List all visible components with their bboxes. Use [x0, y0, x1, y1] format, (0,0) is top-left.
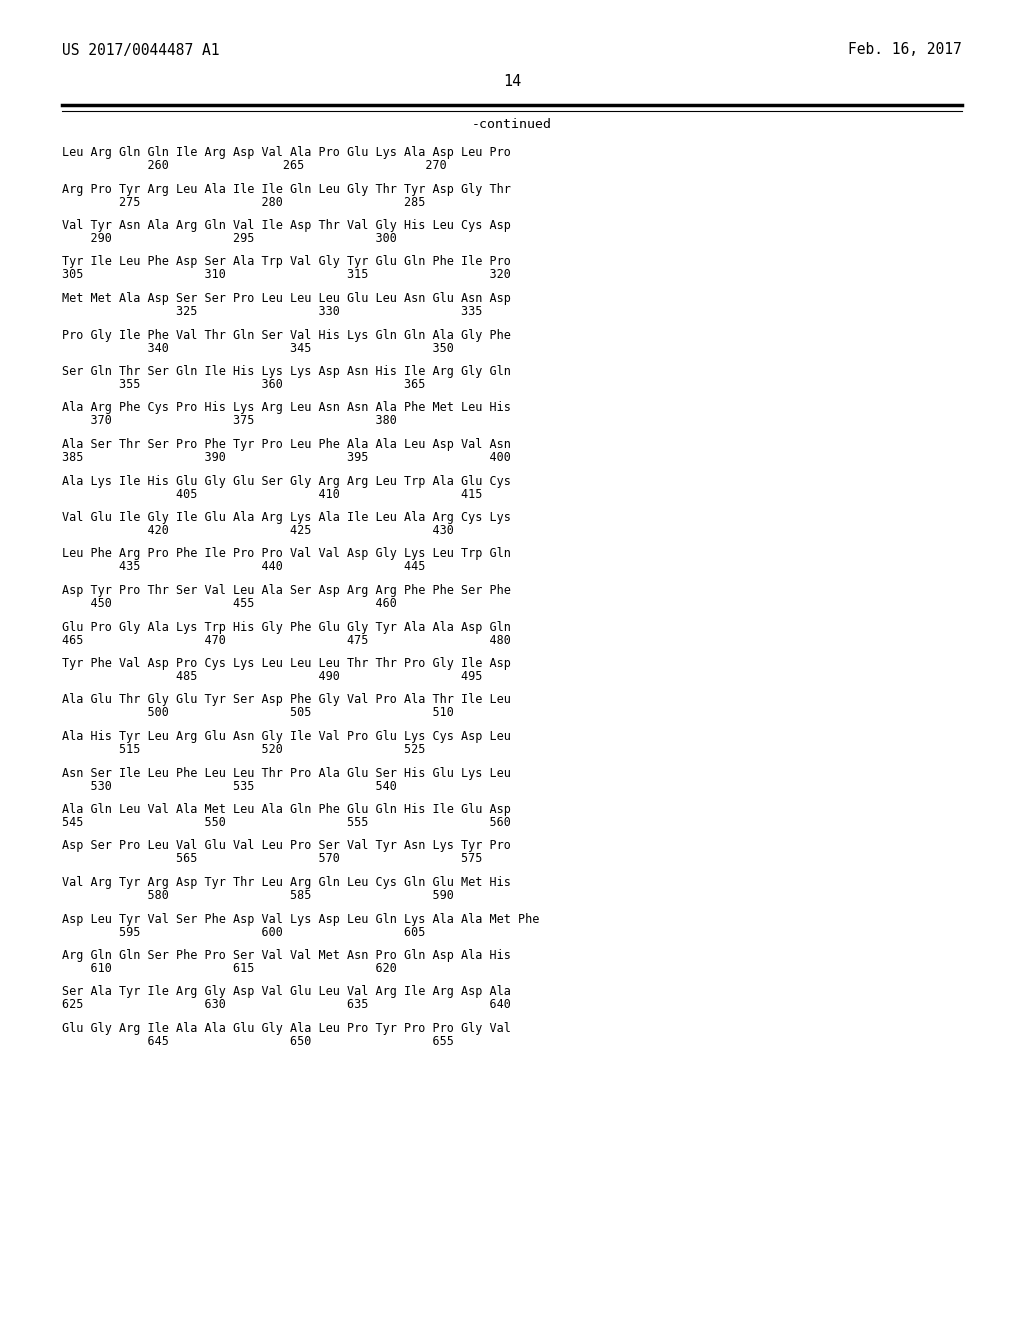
Text: -continued: -continued [472, 117, 552, 131]
Text: 370                 375                 380: 370 375 380 [62, 414, 397, 428]
Text: 515                 520                 525: 515 520 525 [62, 743, 425, 756]
Text: 595                 600                 605: 595 600 605 [62, 925, 425, 939]
Text: 325                 330                 335: 325 330 335 [62, 305, 482, 318]
Text: 260                265                 270: 260 265 270 [62, 158, 446, 172]
Text: 355                 360                 365: 355 360 365 [62, 378, 425, 391]
Text: Ala Gln Leu Val Ala Met Leu Ala Gln Phe Glu Gln His Ile Glu Asp: Ala Gln Leu Val Ala Met Leu Ala Gln Phe … [62, 803, 511, 816]
Text: Glu Gly Arg Ile Ala Ala Glu Gly Ala Leu Pro Tyr Pro Pro Gly Val: Glu Gly Arg Ile Ala Ala Glu Gly Ala Leu … [62, 1022, 511, 1035]
Text: 530                 535                 540: 530 535 540 [62, 780, 397, 792]
Text: Val Arg Tyr Arg Asp Tyr Thr Leu Arg Gln Leu Cys Gln Glu Met His: Val Arg Tyr Arg Asp Tyr Thr Leu Arg Gln … [62, 876, 511, 888]
Text: 545                 550                 555                 560: 545 550 555 560 [62, 816, 511, 829]
Text: 385                 390                 395                 400: 385 390 395 400 [62, 451, 511, 465]
Text: Asp Tyr Pro Thr Ser Val Leu Ala Ser Asp Arg Arg Phe Phe Ser Phe: Asp Tyr Pro Thr Ser Val Leu Ala Ser Asp … [62, 583, 511, 597]
Text: Val Tyr Asn Ala Arg Gln Val Ile Asp Thr Val Gly His Leu Cys Asp: Val Tyr Asn Ala Arg Gln Val Ile Asp Thr … [62, 219, 511, 232]
Text: 625                 630                 635                 640: 625 630 635 640 [62, 998, 511, 1011]
Text: Met Met Ala Asp Ser Ser Pro Leu Leu Leu Glu Leu Asn Glu Asn Asp: Met Met Ala Asp Ser Ser Pro Leu Leu Leu … [62, 292, 511, 305]
Text: 275                 280                 285: 275 280 285 [62, 195, 425, 209]
Text: 565                 570                 575: 565 570 575 [62, 853, 482, 866]
Text: 14: 14 [503, 74, 521, 90]
Text: Ala Lys Ile His Glu Gly Glu Ser Gly Arg Arg Leu Trp Ala Glu Cys: Ala Lys Ile His Glu Gly Glu Ser Gly Arg … [62, 474, 511, 487]
Text: Ala Ser Thr Ser Pro Phe Tyr Pro Leu Phe Ala Ala Leu Asp Val Asn: Ala Ser Thr Ser Pro Phe Tyr Pro Leu Phe … [62, 438, 511, 451]
Text: Pro Gly Ile Phe Val Thr Gln Ser Val His Lys Gln Gln Ala Gly Phe: Pro Gly Ile Phe Val Thr Gln Ser Val His … [62, 329, 511, 342]
Text: Arg Pro Tyr Arg Leu Ala Ile Ile Gln Leu Gly Thr Tyr Asp Gly Thr: Arg Pro Tyr Arg Leu Ala Ile Ile Gln Leu … [62, 182, 511, 195]
Text: Feb. 16, 2017: Feb. 16, 2017 [848, 42, 962, 58]
Text: 405                 410                 415: 405 410 415 [62, 487, 482, 500]
Text: 435                 440                 445: 435 440 445 [62, 561, 425, 573]
Text: 500                 505                 510: 500 505 510 [62, 706, 454, 719]
Text: Leu Phe Arg Pro Phe Ile Pro Pro Val Val Asp Gly Lys Leu Trp Gln: Leu Phe Arg Pro Phe Ile Pro Pro Val Val … [62, 548, 511, 561]
Text: 465                 470                 475                 480: 465 470 475 480 [62, 634, 511, 647]
Text: 610                 615                 620: 610 615 620 [62, 962, 397, 975]
Text: Val Glu Ile Gly Ile Glu Ala Arg Lys Ala Ile Leu Ala Arg Cys Lys: Val Glu Ile Gly Ile Glu Ala Arg Lys Ala … [62, 511, 511, 524]
Text: 645                 650                 655: 645 650 655 [62, 1035, 454, 1048]
Text: Asp Ser Pro Leu Val Glu Val Leu Pro Ser Val Tyr Asn Lys Tyr Pro: Asp Ser Pro Leu Val Glu Val Leu Pro Ser … [62, 840, 511, 853]
Text: Ser Gln Thr Ser Gln Ile His Lys Lys Asp Asn His Ile Arg Gly Gln: Ser Gln Thr Ser Gln Ile His Lys Lys Asp … [62, 366, 511, 378]
Text: 450                 455                 460: 450 455 460 [62, 597, 397, 610]
Text: Tyr Phe Val Asp Pro Cys Lys Leu Leu Leu Thr Thr Pro Gly Ile Asp: Tyr Phe Val Asp Pro Cys Lys Leu Leu Leu … [62, 657, 511, 671]
Text: Ala His Tyr Leu Arg Glu Asn Gly Ile Val Pro Glu Lys Cys Asp Leu: Ala His Tyr Leu Arg Glu Asn Gly Ile Val … [62, 730, 511, 743]
Text: Ala Glu Thr Gly Glu Tyr Ser Asp Phe Gly Val Pro Ala Thr Ile Leu: Ala Glu Thr Gly Glu Tyr Ser Asp Phe Gly … [62, 693, 511, 706]
Text: Ala Arg Phe Cys Pro His Lys Arg Leu Asn Asn Ala Phe Met Leu His: Ala Arg Phe Cys Pro His Lys Arg Leu Asn … [62, 401, 511, 414]
Text: 290                 295                 300: 290 295 300 [62, 232, 397, 246]
Text: 420                 425                 430: 420 425 430 [62, 524, 454, 537]
Text: Tyr Ile Leu Phe Asp Ser Ala Trp Val Gly Tyr Glu Gln Phe Ile Pro: Tyr Ile Leu Phe Asp Ser Ala Trp Val Gly … [62, 256, 511, 268]
Text: 580                 585                 590: 580 585 590 [62, 888, 454, 902]
Text: Arg Gln Gln Ser Phe Pro Ser Val Val Met Asn Pro Gln Asp Ala His: Arg Gln Gln Ser Phe Pro Ser Val Val Met … [62, 949, 511, 962]
Text: Glu Pro Gly Ala Lys Trp His Gly Phe Glu Gly Tyr Ala Ala Asp Gln: Glu Pro Gly Ala Lys Trp His Gly Phe Glu … [62, 620, 511, 634]
Text: Asn Ser Ile Leu Phe Leu Leu Thr Pro Ala Glu Ser His Glu Lys Leu: Asn Ser Ile Leu Phe Leu Leu Thr Pro Ala … [62, 767, 511, 780]
Text: Asp Leu Tyr Val Ser Phe Asp Val Lys Asp Leu Gln Lys Ala Ala Met Phe: Asp Leu Tyr Val Ser Phe Asp Val Lys Asp … [62, 912, 540, 925]
Text: US 2017/0044487 A1: US 2017/0044487 A1 [62, 42, 219, 58]
Text: Ser Ala Tyr Ile Arg Gly Asp Val Glu Leu Val Arg Ile Arg Asp Ala: Ser Ala Tyr Ile Arg Gly Asp Val Glu Leu … [62, 986, 511, 998]
Text: 305                 310                 315                 320: 305 310 315 320 [62, 268, 511, 281]
Text: Leu Arg Gln Gln Ile Arg Asp Val Ala Pro Glu Lys Ala Asp Leu Pro: Leu Arg Gln Gln Ile Arg Asp Val Ala Pro … [62, 147, 511, 158]
Text: 340                 345                 350: 340 345 350 [62, 342, 454, 355]
Text: 485                 490                 495: 485 490 495 [62, 671, 482, 682]
